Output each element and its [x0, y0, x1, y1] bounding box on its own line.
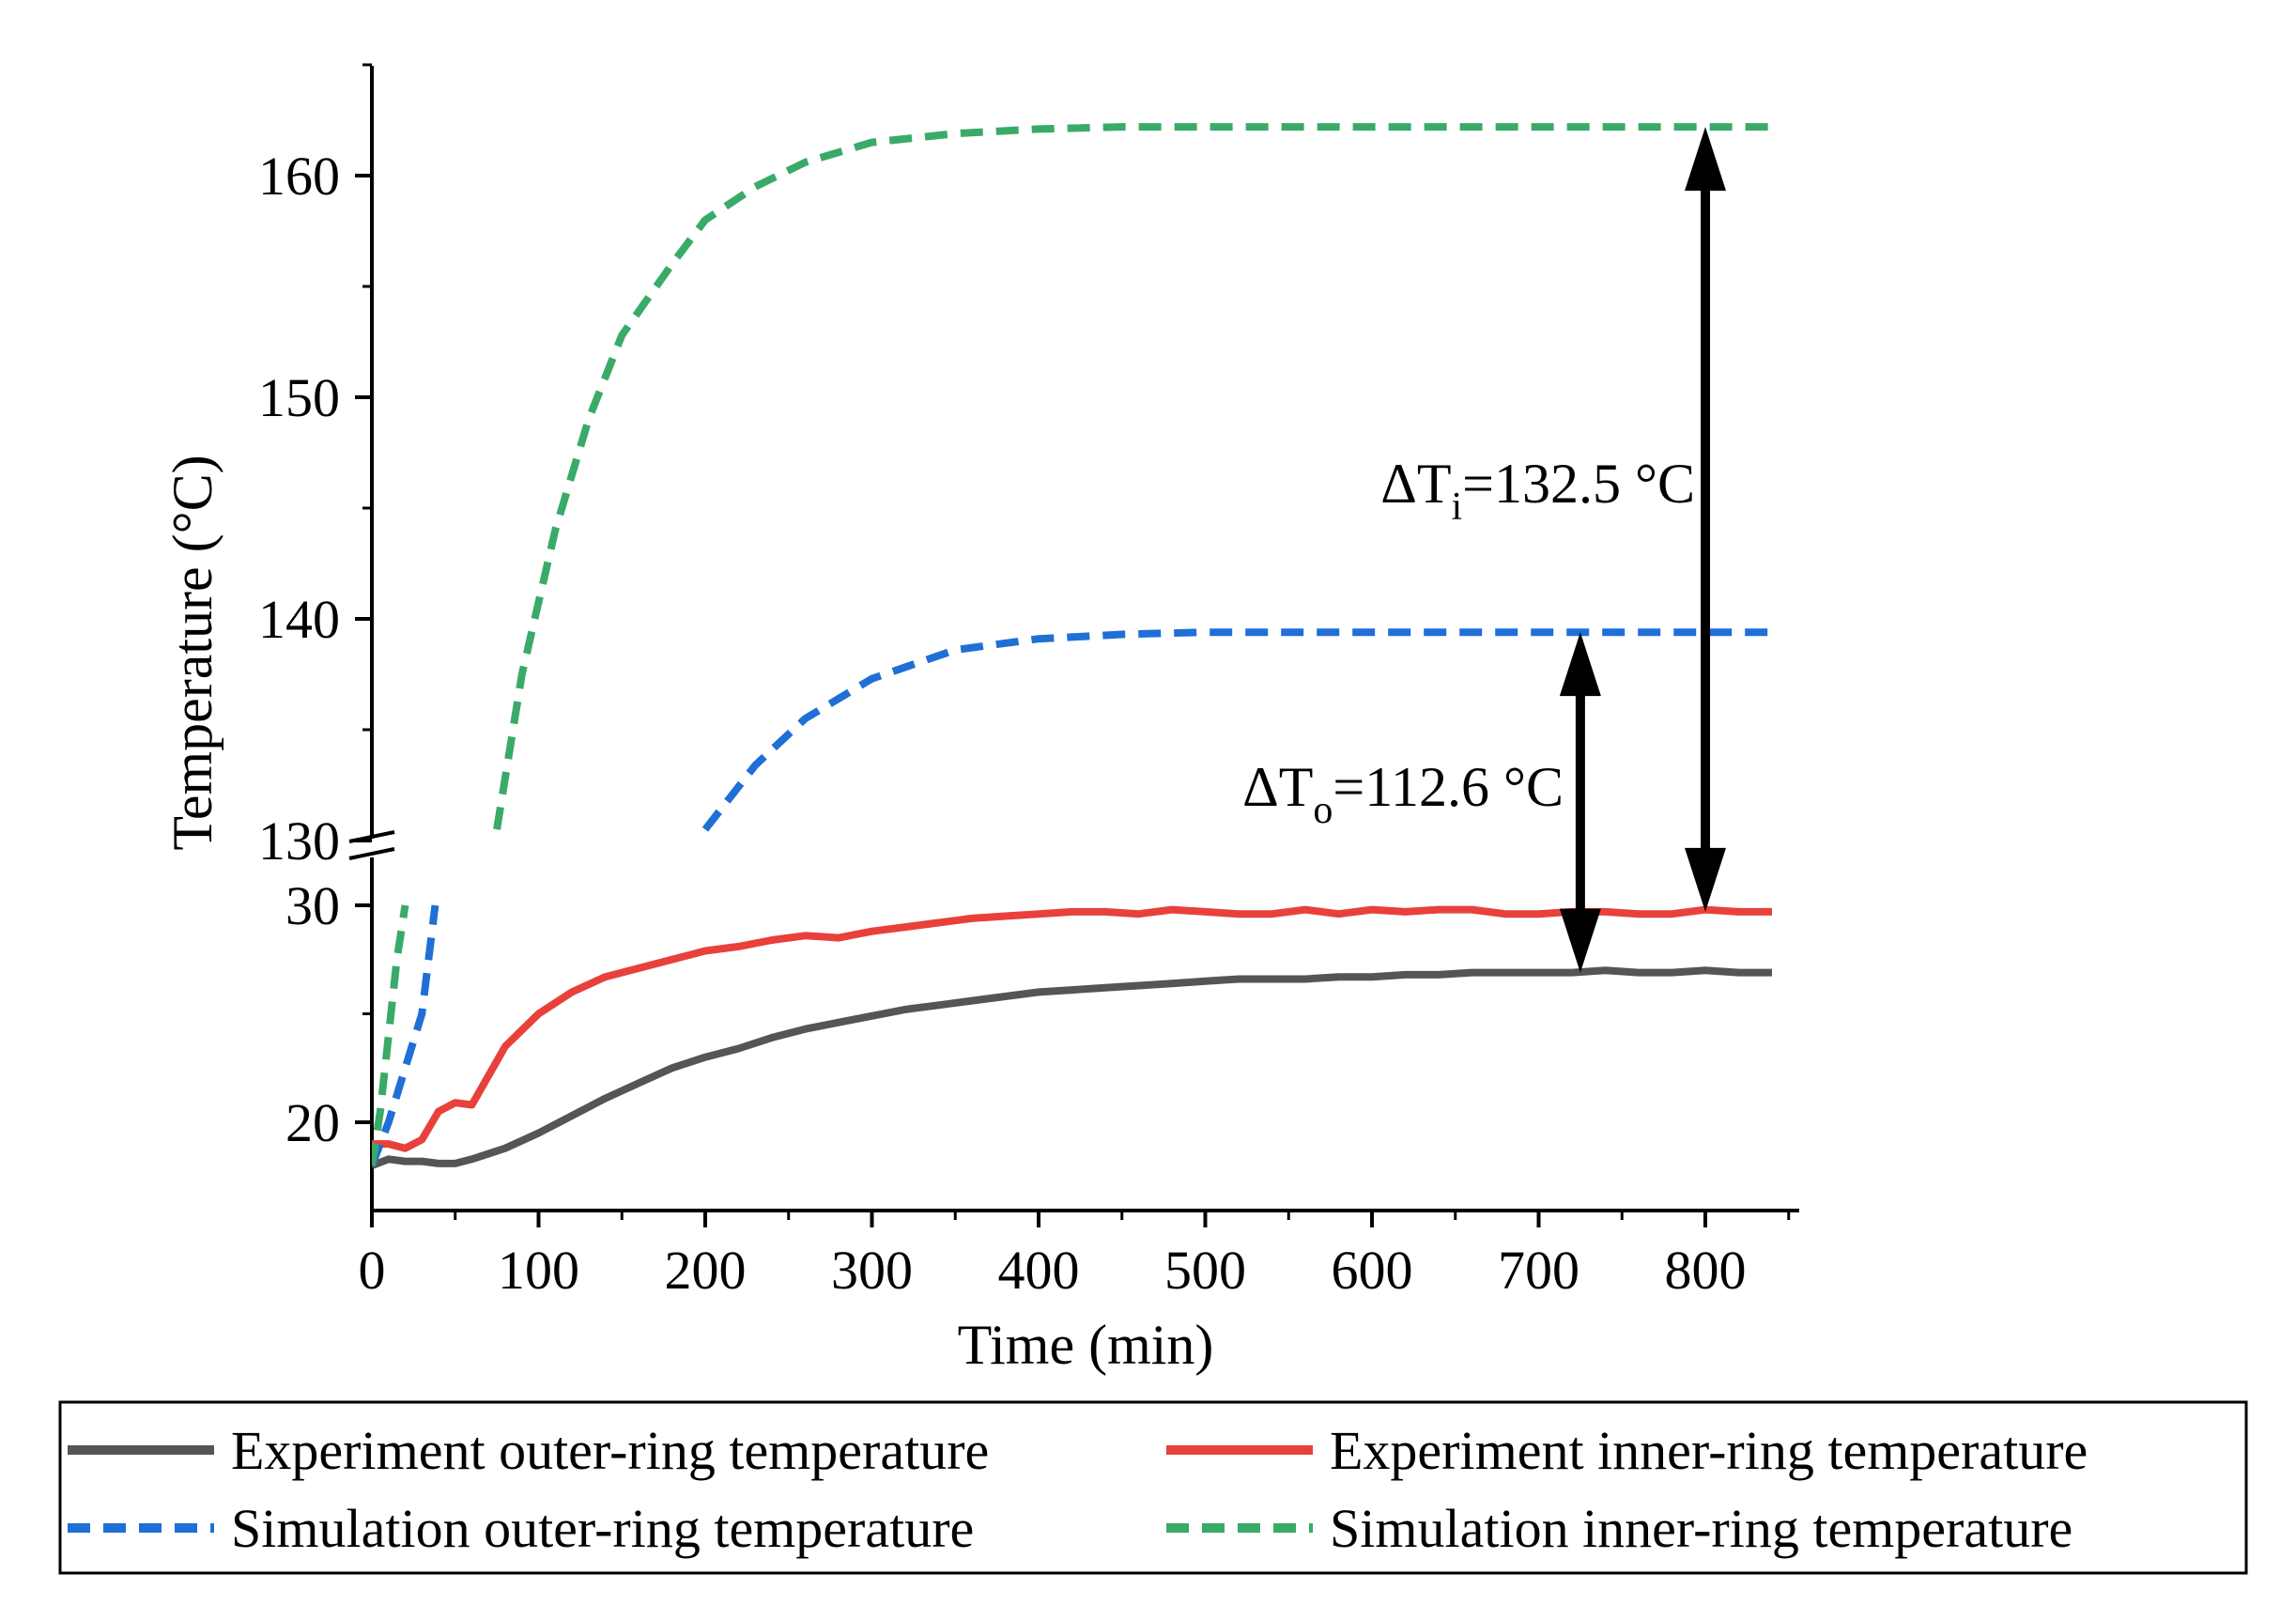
tick-marks	[355, 63, 1791, 1227]
axis-break-mark-bottom	[348, 847, 395, 860]
legend-label-sim-inner: Simulation inner-ring temperature	[1330, 1498, 2073, 1559]
series-line-simulation-outer-ring-temperatureupper	[701, 628, 1772, 832]
annotation-label: ΔTo=112.6 °C	[1242, 756, 1564, 832]
annotation-arrow-head-down	[1685, 847, 1726, 912]
annotation-arrow-head-up	[1559, 632, 1601, 697]
y-tick-label: 20	[285, 1092, 340, 1153]
series-layer	[372, 123, 1772, 1169]
y-axis-title: Temperature (°C)	[162, 455, 223, 850]
x-tick-label: 100	[498, 1240, 579, 1301]
x-tick-label: 200	[665, 1240, 747, 1301]
legend-label-exp-outer: Experiment outer-ring temperature	[231, 1420, 989, 1481]
x-tick-label: 700	[1498, 1240, 1579, 1301]
x-tick-label: 500	[1164, 1240, 1246, 1301]
tick-labels: 0 100 200 300 400 500 600 700 800 130 140 150 160 20 3…	[258, 146, 1747, 1301]
series-line-simulation-outer-ring-temperaturelower	[372, 904, 439, 1167]
x-tick-label: 800	[1665, 1240, 1747, 1301]
y-tick-label: 30	[285, 875, 340, 936]
series-line-simulation-inner-ring-temperaturelower	[372, 904, 409, 1166]
series-line-experiment-inner-ring-temperaturelower	[372, 905, 1772, 1152]
legend-label-sim-outer: Simulation outer-ring temperature	[231, 1498, 974, 1559]
x-tick-label: 300	[831, 1240, 913, 1301]
x-axis-title: Time (min)	[958, 1314, 1214, 1376]
legend-frame	[58, 1400, 2248, 1575]
y-tick-label: 160	[258, 146, 340, 207]
legend-label-exp-inner: Experiment inner-ring temperature	[1330, 1420, 2088, 1481]
annotation-label: ΔTi=132.5 °C	[1380, 453, 1695, 529]
y-tick-label: 140	[258, 589, 340, 650]
series-line-experiment-outer-ring-temperaturelower	[372, 966, 1772, 1169]
x-tick-label: 600	[1332, 1240, 1413, 1301]
annotation-arrow-head-up	[1685, 127, 1726, 192]
x-tick-label: 0	[359, 1240, 386, 1301]
annotation-arrow-head-down	[1559, 908, 1601, 973]
x-tick-label: 400	[998, 1240, 1080, 1301]
annotation-layer: ΔTi=132.5 °C ΔTo=112.6 °C	[1242, 127, 1726, 973]
series-line-simulation-inner-ring-temperatureupper	[493, 123, 1772, 830]
legend: Experiment outer-ring temperature Experi…	[58, 1400, 2248, 1575]
y-tick-label: 150	[258, 367, 340, 428]
y-tick-label: 130	[258, 810, 340, 872]
